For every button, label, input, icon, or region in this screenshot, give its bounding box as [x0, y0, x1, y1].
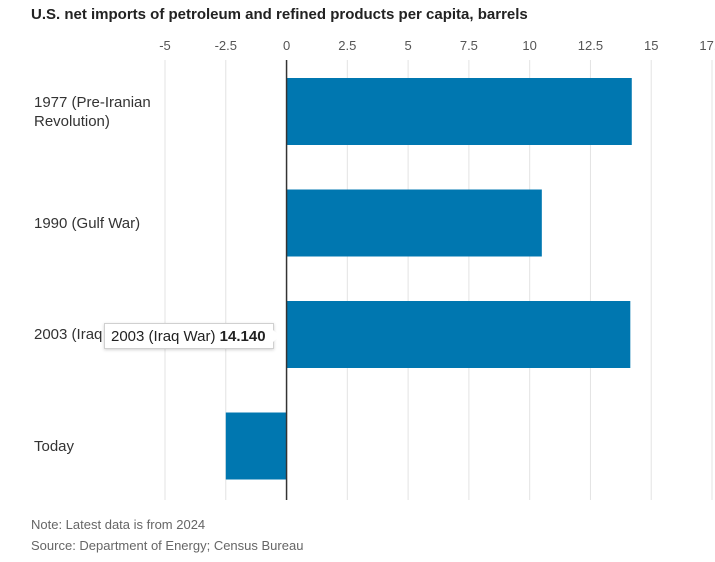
bar[interactable] [225, 412, 287, 480]
chart-source: Source: Department of Energy; Census Bur… [31, 538, 304, 553]
bar[interactable] [286, 301, 631, 368]
x-tick-label: 17.5 [699, 38, 715, 53]
x-axis-tick-labels: -5 -2.5 0 2.5 5 7.5 10 12.5 15 17.5 [159, 38, 715, 53]
x-tick-label: 0 [283, 38, 290, 53]
x-tick-label: -5 [159, 38, 171, 53]
chart-title: U.S. net imports of petroleum and refine… [31, 6, 528, 23]
x-tick-label: 15 [644, 38, 658, 53]
chart-note: Note: Latest data is from 2024 [31, 517, 206, 532]
category-label: 1990 (Gulf War) [34, 214, 141, 232]
x-tick-label: 5 [404, 38, 411, 53]
x-tick-label: 7.5 [460, 38, 478, 53]
bar-tooltip: 2003 (Iraq War) 14.140 [104, 323, 280, 349]
x-tick-label: 12.5 [578, 38, 603, 53]
gridlines [164, 60, 713, 500]
bars [225, 78, 632, 480]
bar[interactable] [286, 189, 542, 257]
category-label: 1977 (Pre-Iranian Revolution) [34, 93, 151, 130]
category-label: Today [34, 437, 75, 455]
tooltip-value: 14.140 [219, 328, 266, 345]
x-tick-label: 2.5 [338, 38, 356, 53]
x-tick-label: -2.5 [215, 38, 237, 53]
bar[interactable] [286, 78, 632, 145]
tooltip-category: 2003 (Iraq War) [111, 328, 216, 345]
x-tick-label: 10 [522, 38, 536, 53]
